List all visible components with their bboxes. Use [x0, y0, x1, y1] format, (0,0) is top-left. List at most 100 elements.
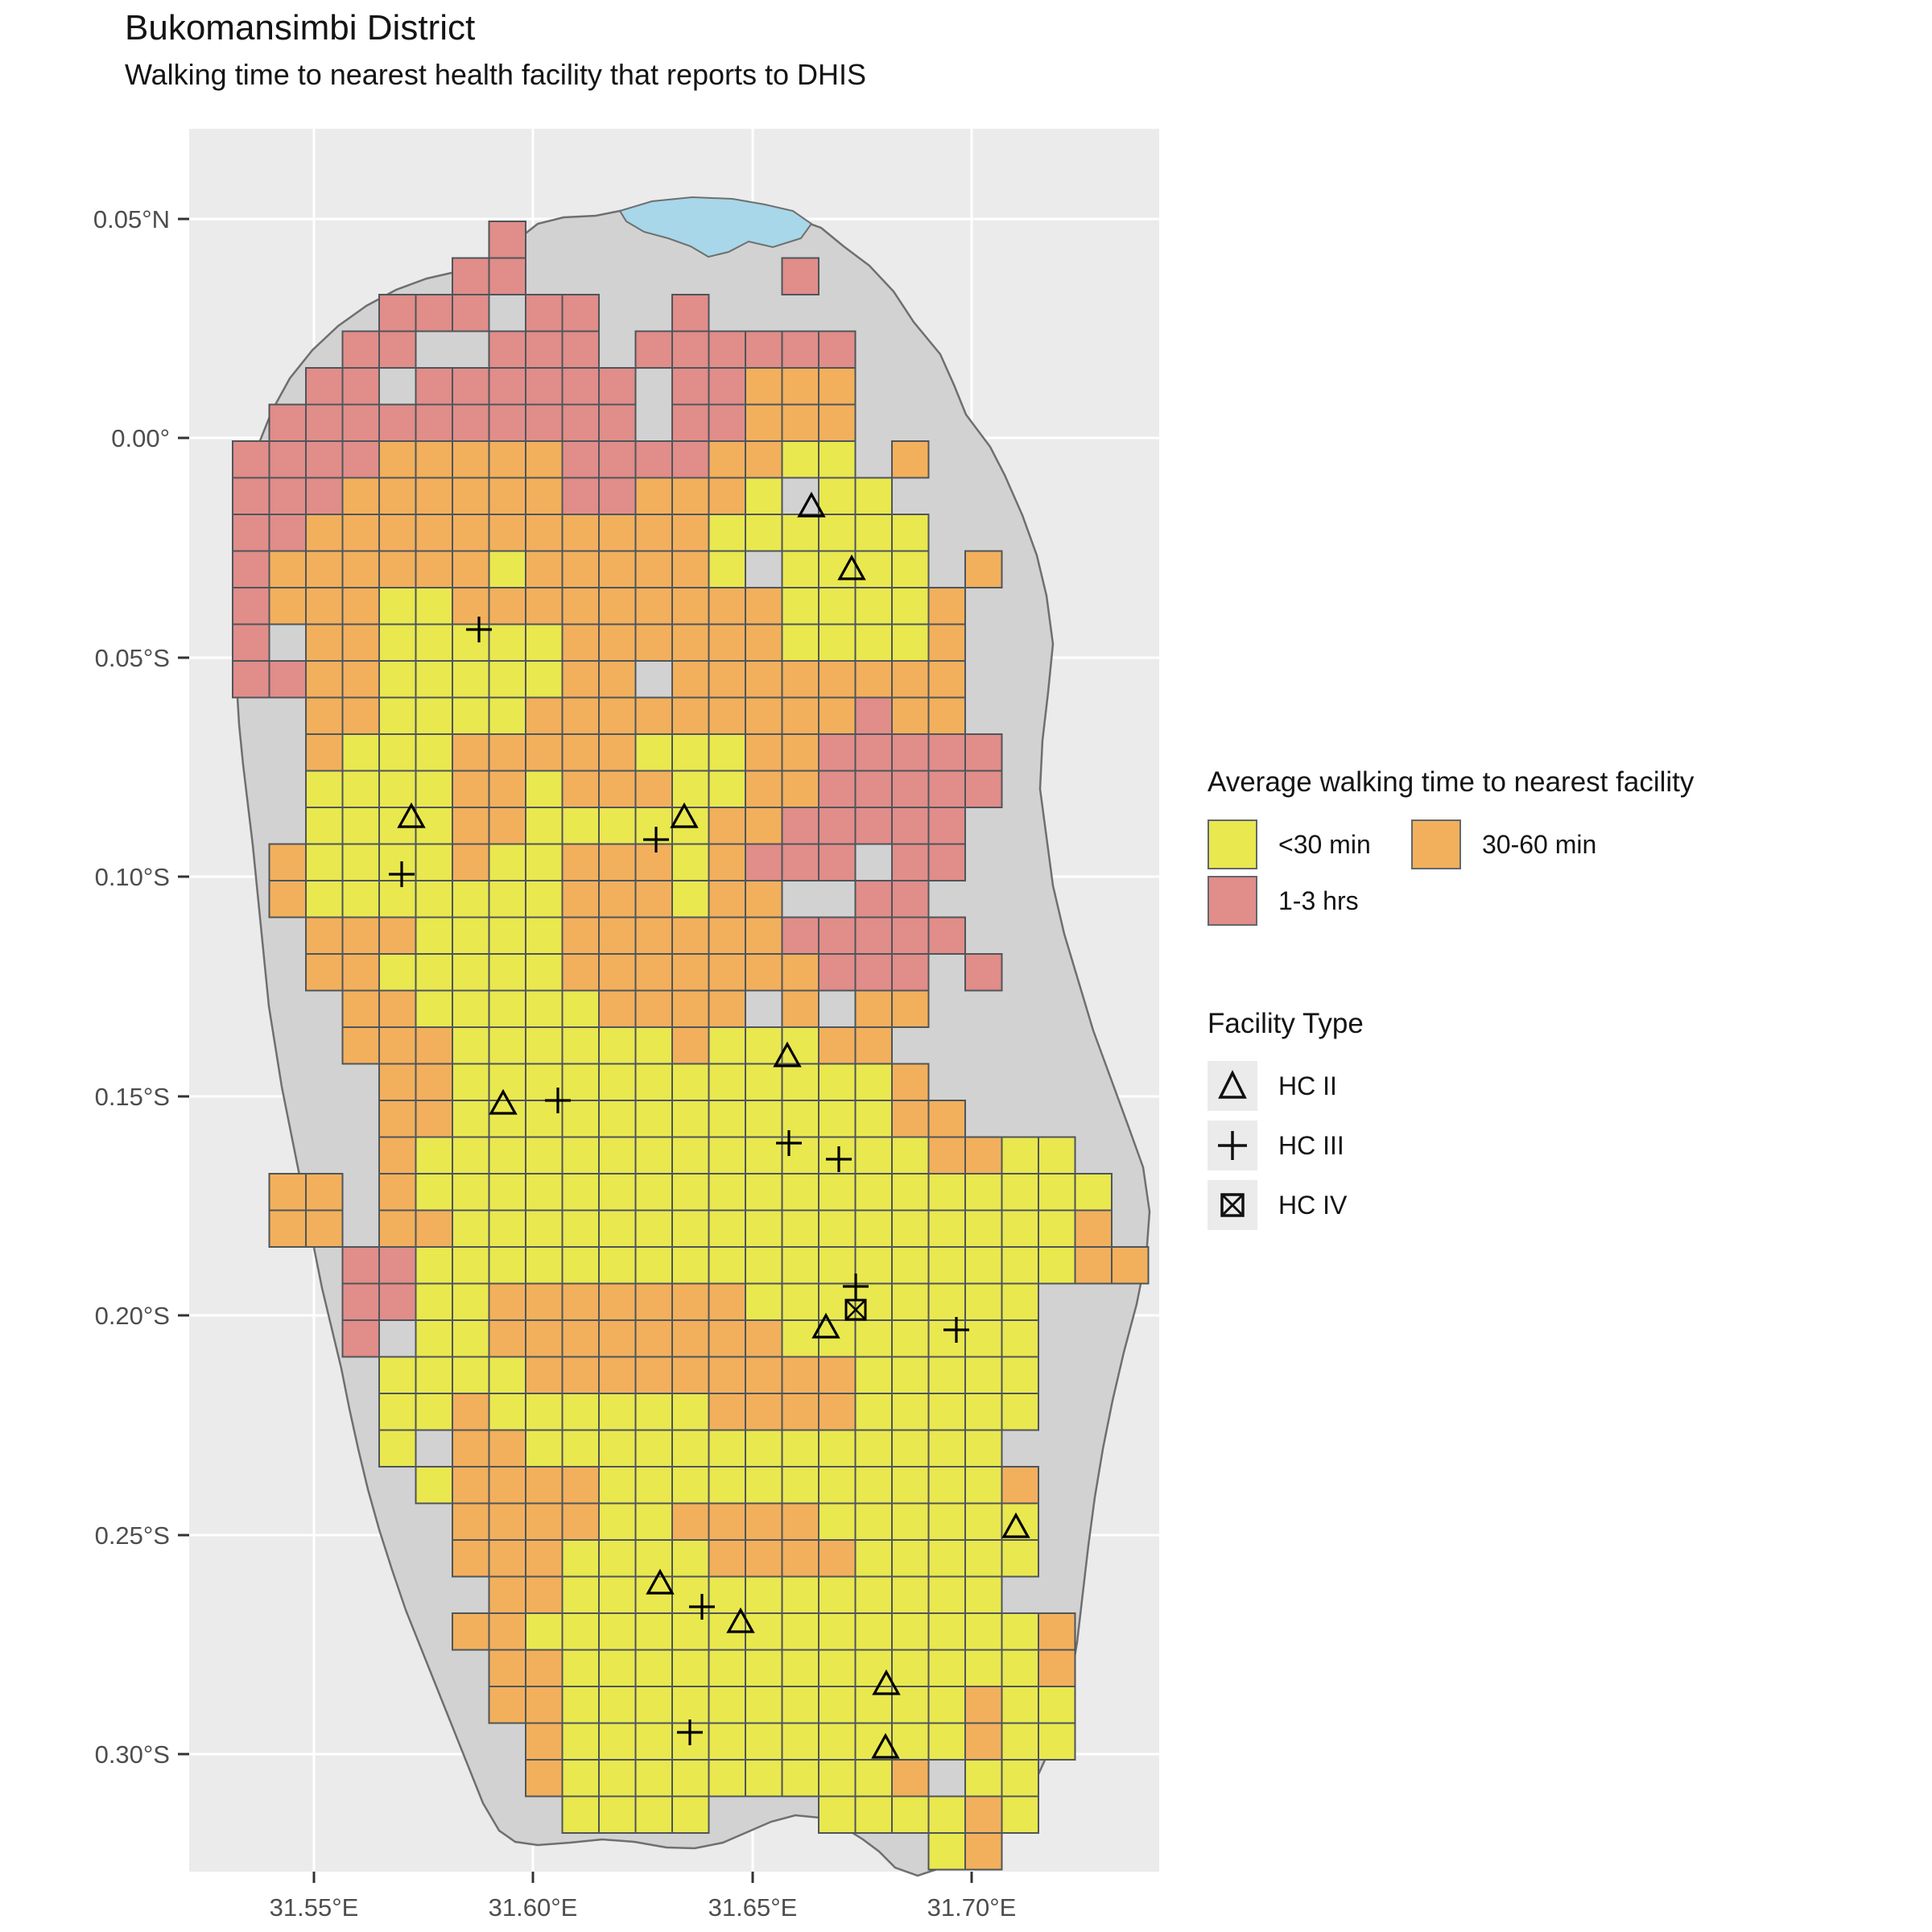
- legend-item-hc2[interactable]: HC II: [1208, 1061, 1690, 1111]
- grid-cell: [561, 477, 600, 515]
- grid-cell: [561, 1612, 600, 1651]
- grid-cell: [927, 1209, 966, 1248]
- grid-cell: [891, 1173, 930, 1212]
- grid-cell: [671, 1502, 710, 1541]
- grid-cell: [634, 1246, 673, 1285]
- hc3-facility-marker[interactable]: [843, 1274, 869, 1299]
- hc2-facility-marker[interactable]: [773, 1041, 802, 1067]
- legend-item-1to3hrs[interactable]: 1-3 hrs: [1208, 876, 1411, 926]
- grid-cell: [781, 367, 819, 406]
- grid-cell: [488, 221, 526, 259]
- grid-cell: [708, 1539, 746, 1578]
- grid-cell: [708, 1393, 746, 1431]
- hc3-facility-marker[interactable]: [689, 1594, 715, 1620]
- grid-cell: [854, 1393, 893, 1431]
- grid-cell: [964, 1539, 1003, 1578]
- grid-cell: [634, 1209, 673, 1248]
- grid-cell: [341, 770, 380, 808]
- hc2-facility-marker[interactable]: [837, 554, 866, 580]
- grid-cell: [818, 550, 857, 588]
- grid-cell: [708, 367, 746, 406]
- grid-cell: [1038, 1649, 1076, 1687]
- grid-cell: [964, 1612, 1003, 1651]
- grid-cell: [781, 916, 819, 955]
- hc2-facility-marker[interactable]: [872, 1669, 901, 1695]
- grid-cell: [1001, 1319, 1039, 1358]
- grid-cell: [745, 1722, 783, 1761]
- legend-item-hc4[interactable]: HC IV: [1208, 1180, 1690, 1230]
- hc3-label: HC III: [1278, 1130, 1344, 1160]
- hc3-facility-marker[interactable]: [943, 1317, 969, 1343]
- grid-cell: [818, 1063, 857, 1101]
- hc4-squarex-icon: [1208, 1180, 1257, 1230]
- grid-cell: [525, 1136, 564, 1174]
- grid-cell: [1001, 1722, 1039, 1761]
- hc2-facility-marker[interactable]: [397, 802, 426, 828]
- hc3-facility-marker[interactable]: [545, 1088, 571, 1113]
- grid-cell: [634, 477, 673, 515]
- grid-cell: [818, 1356, 857, 1394]
- grid-cell: [818, 1539, 857, 1578]
- grid-cell: [891, 550, 930, 588]
- hc2-facility-marker[interactable]: [811, 1312, 840, 1339]
- legend-item-hc3[interactable]: HC III: [1208, 1121, 1690, 1170]
- grid-cell: [854, 1539, 893, 1578]
- grid-cell: [745, 770, 783, 808]
- grid-cell: [671, 880, 710, 919]
- grid-cell: [598, 1173, 637, 1212]
- hc3-facility-marker[interactable]: [677, 1719, 703, 1745]
- grid-cell: [378, 623, 417, 662]
- grid-cell: [1001, 1173, 1039, 1212]
- grid-cell: [781, 514, 819, 552]
- grid-cell: [818, 660, 857, 699]
- hc2-facility-marker[interactable]: [489, 1088, 518, 1115]
- grid-cell: [634, 550, 673, 588]
- grid-cell: [781, 1722, 819, 1761]
- hc2-facility-marker[interactable]: [871, 1732, 900, 1759]
- grid-cell: [745, 477, 783, 515]
- hc2-facility-marker[interactable]: [646, 1568, 675, 1595]
- grid-cell: [305, 587, 344, 625]
- legend-item-30to60[interactable]: 30-60 min: [1411, 819, 1653, 869]
- x-axis-label: 31.60°E: [489, 1893, 578, 1922]
- hc3-facility-marker[interactable]: [643, 827, 669, 852]
- grid-cell: [927, 1356, 966, 1394]
- grid-cell: [708, 953, 746, 992]
- grid-cell: [854, 916, 893, 955]
- grid-cell: [818, 843, 857, 881]
- grid-cell: [341, 1026, 380, 1065]
- grid-cell: [598, 403, 637, 442]
- grid-cell: [671, 1136, 710, 1174]
- legend-item-under30[interactable]: <30 min: [1208, 819, 1411, 869]
- grid-cell: [927, 696, 966, 735]
- grid-cell: [305, 770, 344, 808]
- grid-cell: [927, 843, 966, 881]
- hc3-facility-marker[interactable]: [776, 1130, 802, 1156]
- hc2-facility-marker[interactable]: [1001, 1512, 1030, 1538]
- grid-cell: [854, 1612, 893, 1651]
- hc2-facility-marker[interactable]: [797, 491, 826, 518]
- grid-cell: [854, 1063, 893, 1101]
- grid-cell: [745, 1100, 783, 1138]
- grid-cell: [415, 477, 453, 515]
- grid-cell: [488, 1026, 526, 1065]
- grid-cell: [561, 1759, 600, 1798]
- grid-cell: [818, 1319, 857, 1358]
- grid-cell: [927, 1795, 966, 1834]
- grid-cell: [452, 440, 490, 479]
- grid-cell: [671, 916, 710, 955]
- grid-cell: [525, 1356, 564, 1394]
- hc2-facility-marker[interactable]: [670, 802, 699, 828]
- hc3-facility-marker[interactable]: [389, 861, 415, 887]
- grid-cell: [598, 1100, 637, 1138]
- grid-cell: [671, 1173, 710, 1212]
- grid-cell: [598, 1393, 637, 1431]
- hc3-facility-marker[interactable]: [826, 1146, 852, 1172]
- hc2-facility-marker[interactable]: [726, 1607, 755, 1633]
- hc3-facility-marker[interactable]: [466, 617, 492, 642]
- grid-cell: [341, 514, 380, 552]
- grid-cell: [708, 1173, 746, 1212]
- hc4-facility-marker[interactable]: [844, 1298, 867, 1321]
- hc2-label: HC II: [1278, 1071, 1337, 1100]
- grid-cell: [671, 1246, 710, 1285]
